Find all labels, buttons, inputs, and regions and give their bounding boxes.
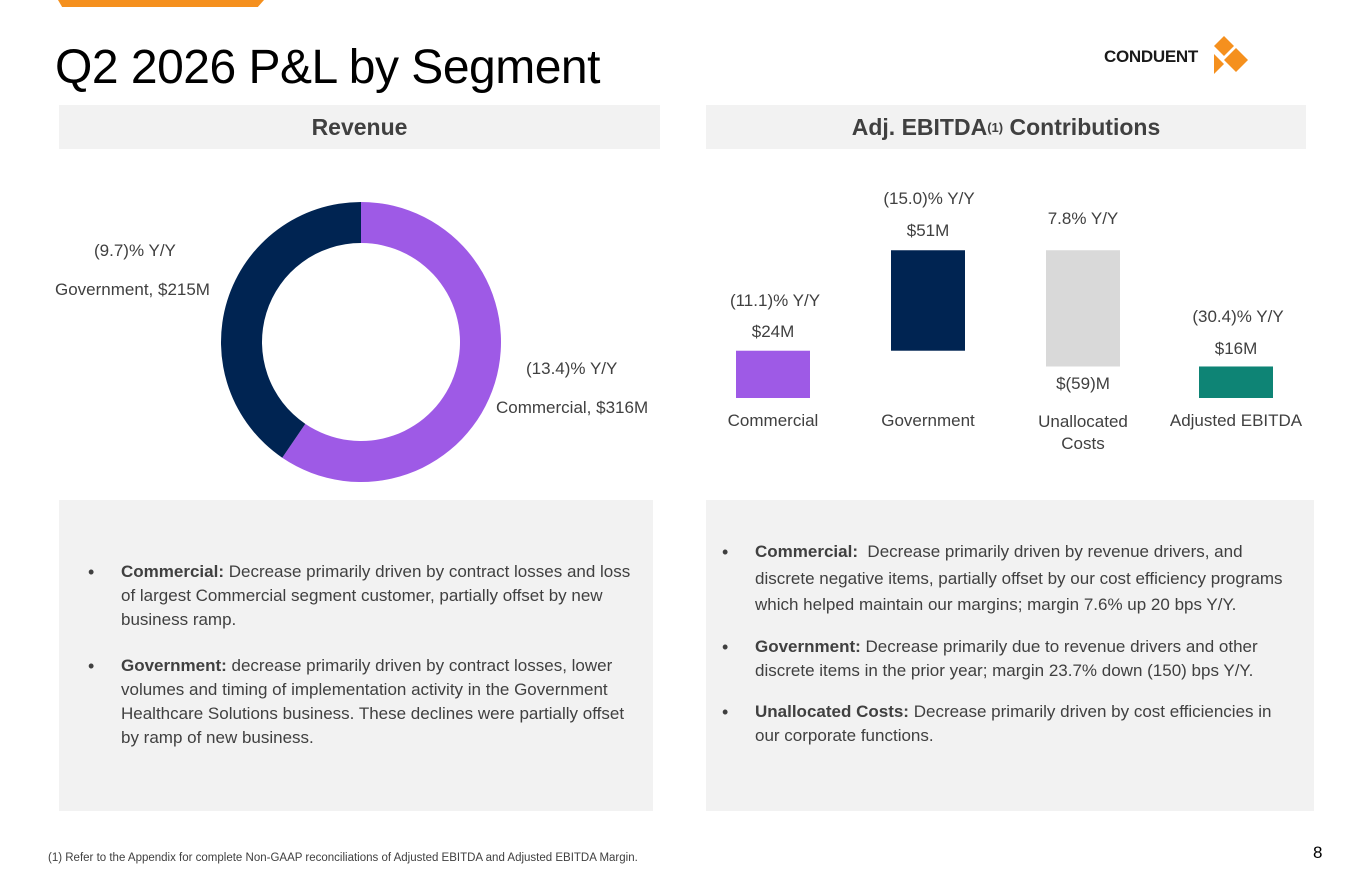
note-text: decrease primarily driven by contract lo… bbox=[121, 656, 625, 747]
commercial-ebitda-yoy: (11.1)% Y/Y bbox=[729, 291, 821, 310]
adjusted-ebitda-value: $16M bbox=[1214, 339, 1258, 358]
unallocated-ebitda-yoy: 7.8% Y/Y bbox=[1047, 209, 1119, 228]
revenue-note-commercial: Commercial: Decrease primarily driven by… bbox=[88, 560, 641, 632]
government-yoy-label: (9.7)% Y/Y bbox=[94, 241, 176, 260]
bar-adjusted-ebitda bbox=[1199, 366, 1273, 398]
accent-bar bbox=[58, 0, 264, 7]
bar-commercial bbox=[736, 350, 810, 398]
ebitda-notes-list: Commercial: Decrease primarily driven by… bbox=[722, 539, 1295, 748]
commercial-ebitda-value: $24M bbox=[751, 322, 795, 341]
page-title: Q2 2026 P&L by Segment bbox=[55, 41, 600, 94]
note-text: Decrease primarily due to revenue driver… bbox=[755, 636, 1258, 680]
government-ebitda-value: $51M bbox=[906, 221, 950, 240]
donut-slice-government bbox=[220, 202, 361, 458]
note-label: Government: bbox=[755, 636, 861, 656]
conduent-mark-icon bbox=[1214, 36, 1248, 74]
revenue-notes-panel: Commercial: Decrease primarily driven by… bbox=[59, 500, 653, 811]
revenue-notes-list: Commercial: Decrease primarily driven by… bbox=[88, 560, 641, 750]
logo-text: CONDUENT bbox=[1104, 47, 1198, 66]
unallocated-ebitda-value: $(59)M bbox=[1056, 374, 1110, 393]
donut-slice-commercial bbox=[282, 202, 501, 482]
ebitda-note-unallocated: Unallocated Costs: Decrease primarily dr… bbox=[722, 700, 1295, 748]
revenue-note-government: Government: decrease primarily driven by… bbox=[88, 654, 641, 750]
footnote: (1) Refer to the Appendix for complete N… bbox=[48, 852, 638, 864]
category-label-adjusted-ebitda: Adjusted EBITDA bbox=[1169, 411, 1303, 430]
government-segment-label: Government, $215M bbox=[55, 280, 210, 299]
page-number: 8 bbox=[1313, 843, 1323, 862]
ebitda-bar-chart bbox=[736, 250, 1273, 398]
category-label-unallocated: Unallocated Costs bbox=[1038, 412, 1128, 453]
note-text: Decrease primarily driven by revenue dri… bbox=[755, 542, 1288, 614]
note-text: Decrease primarily driven by cost effici… bbox=[755, 701, 1272, 745]
government-ebitda-yoy: (15.0)% Y/Y bbox=[883, 189, 975, 208]
commercial-segment-label: Commercial, $316M bbox=[496, 398, 649, 417]
revenue-donut-chart bbox=[220, 202, 501, 482]
ebitda-note-commercial: Commercial: Decrease primarily driven by… bbox=[722, 539, 1295, 619]
note-text: Decrease primarily driven by contract lo… bbox=[121, 562, 631, 629]
ebitda-header-superscript: (1) bbox=[987, 119, 1004, 135]
ebitda-header-suffix: Contributions bbox=[1003, 113, 1161, 140]
note-label: Commercial: bbox=[121, 562, 224, 581]
ebitda-header: Adj. EBITDA (1) Contributions bbox=[706, 105, 1306, 149]
conduent-logo: CONDUENT bbox=[1104, 34, 1254, 78]
bar-government bbox=[891, 250, 965, 351]
ebitda-header-text: Adj. EBITDA bbox=[851, 113, 988, 140]
revenue-header: Revenue bbox=[59, 105, 660, 149]
note-label: Commercial: bbox=[755, 542, 858, 561]
note-label: Government: bbox=[121, 656, 227, 675]
ebitda-note-government: Government: Decrease primarily due to re… bbox=[722, 635, 1295, 683]
bar-unallocated-costs bbox=[1046, 250, 1120, 367]
note-label: Unallocated Costs: bbox=[755, 701, 909, 721]
commercial-yoy-label: (13.4)% Y/Y bbox=[526, 359, 618, 378]
category-label-commercial: Commercial bbox=[727, 411, 819, 430]
adjusted-ebitda-yoy: (30.4)% Y/Y bbox=[1192, 307, 1284, 326]
ebitda-notes-panel: Commercial: Decrease primarily driven by… bbox=[706, 500, 1314, 811]
category-label-government: Government bbox=[881, 411, 975, 430]
